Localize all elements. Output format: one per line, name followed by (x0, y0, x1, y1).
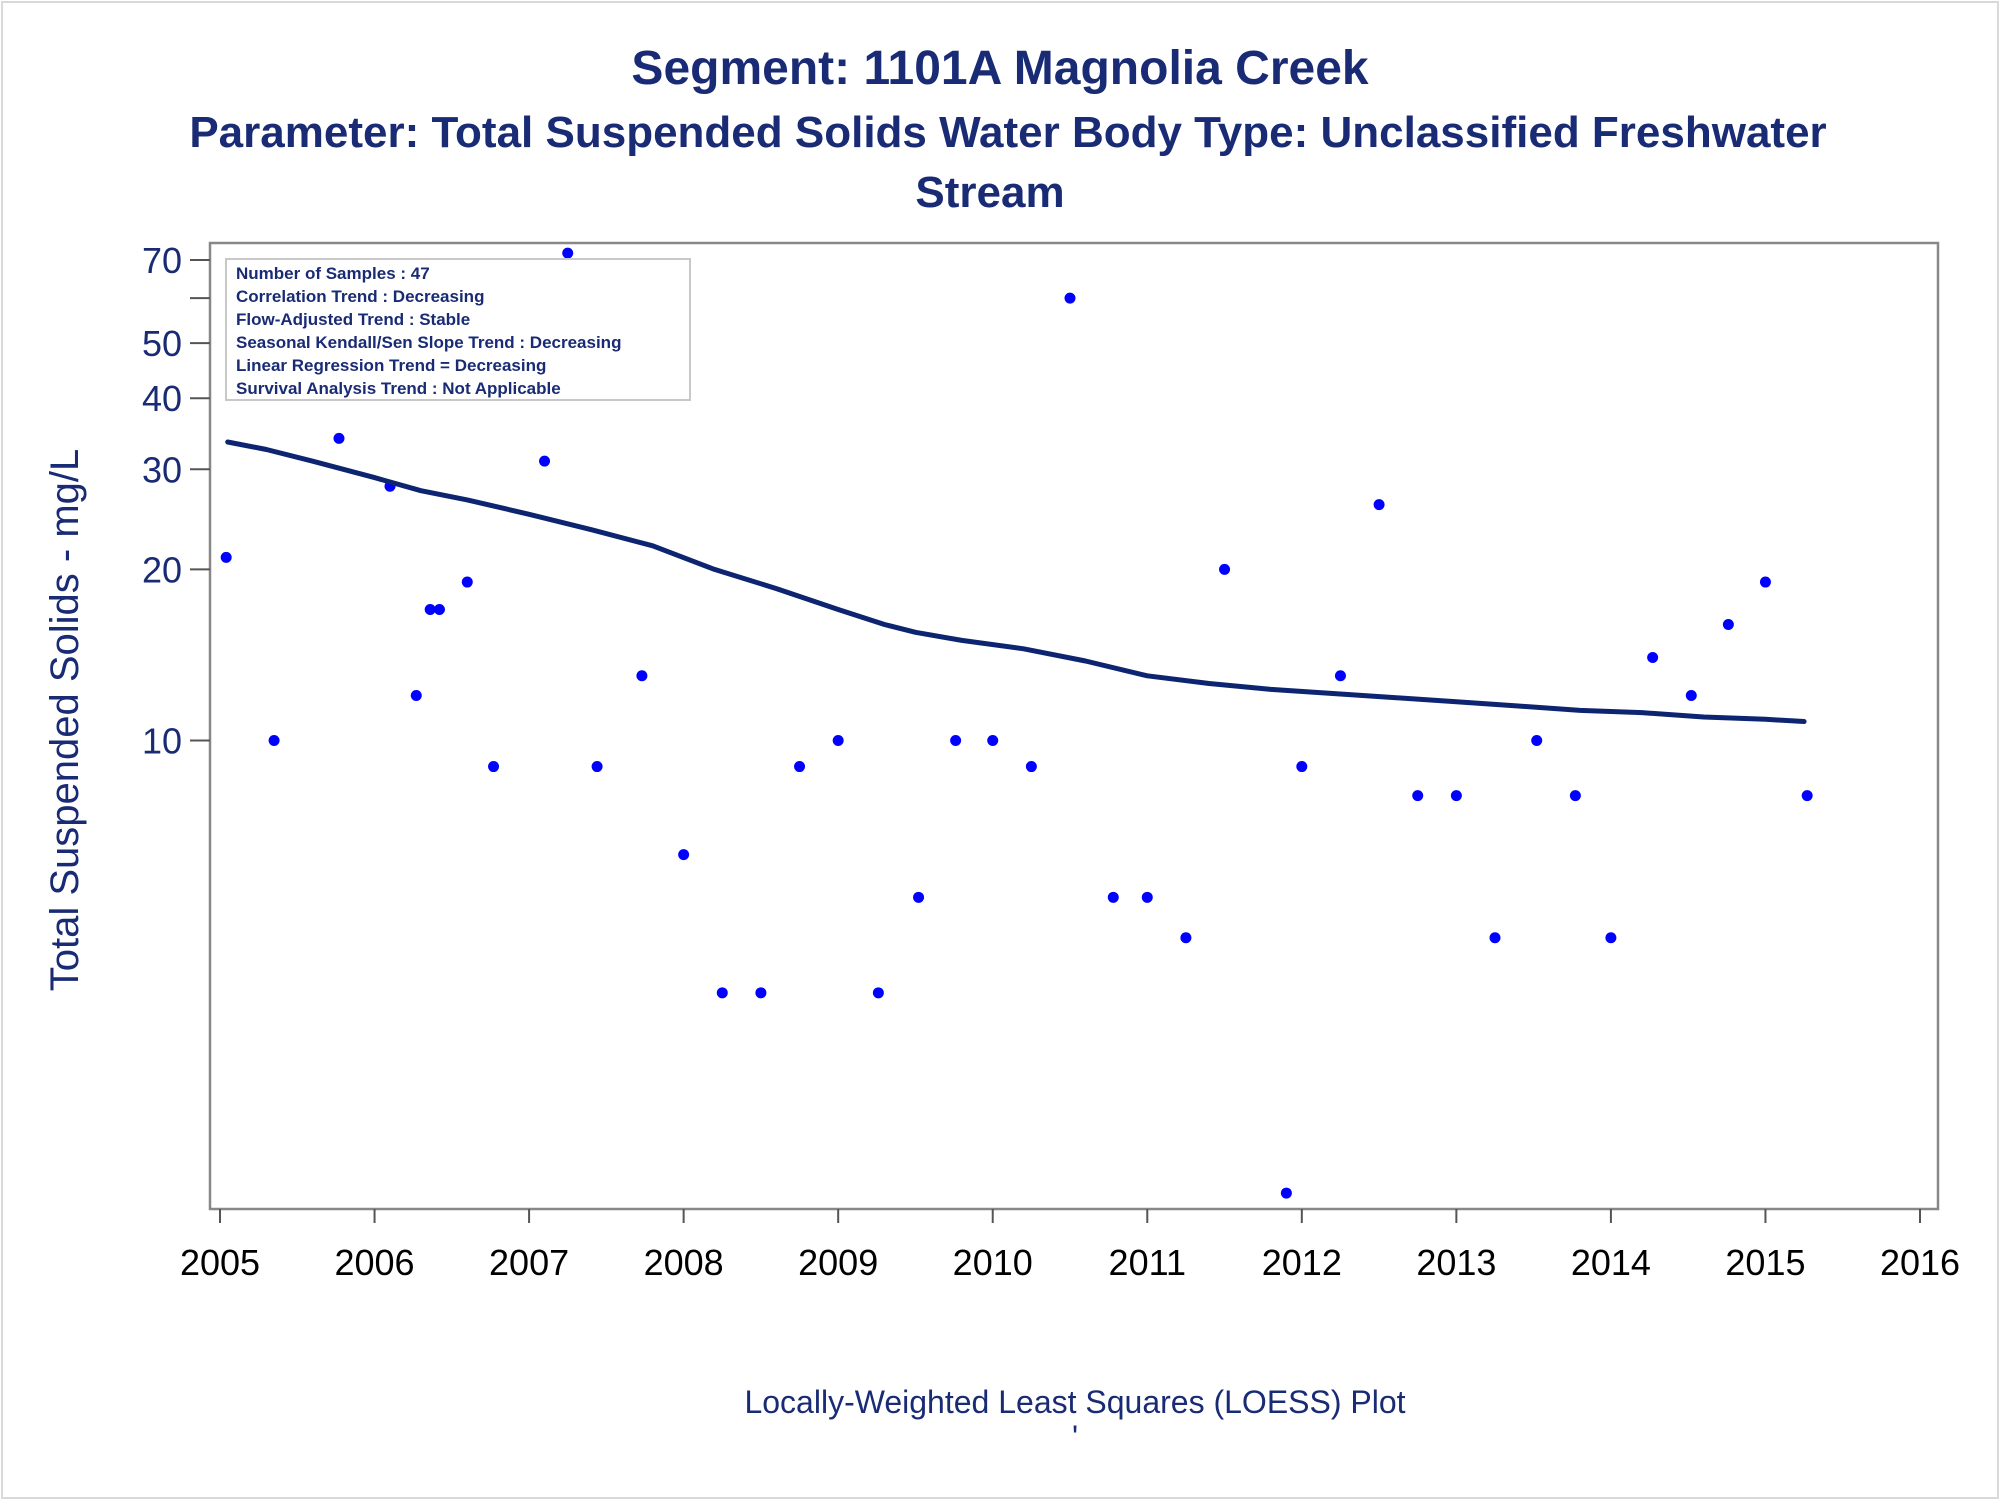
y-tick-label: 10 (142, 721, 182, 762)
data-point (333, 432, 345, 444)
x-tick-label: 2012 (1262, 1242, 1342, 1283)
loess-curve (225, 439, 1807, 724)
data-point (539, 455, 551, 467)
plot-area (208, 241, 1940, 1211)
data-point (591, 761, 603, 773)
inset-line: Number of Samples : 47 (236, 264, 430, 283)
y-tick-label: 20 (142, 549, 182, 590)
x-tick-label: 2011 (1109, 1242, 1186, 1283)
data-point (461, 576, 473, 588)
x-tick-label: 2010 (953, 1242, 1033, 1283)
y-tick-label: 40 (142, 378, 182, 419)
data-point (1334, 670, 1346, 682)
footnote-mark: ' (1072, 1419, 1078, 1455)
x-axis: 2005 2006 2007 2008 2009 2010 2011 2012 2013 2014… (180, 1209, 1960, 1283)
data-point (1412, 790, 1424, 802)
data-point (1759, 576, 1771, 588)
data-point (1107, 891, 1119, 903)
x-tick-label: 2014 (1571, 1242, 1651, 1283)
inset-border (225, 258, 691, 401)
data-point (1489, 932, 1501, 944)
data-point (1280, 1187, 1292, 1199)
x-tick-label: 2008 (644, 1242, 724, 1283)
data-point (1531, 735, 1543, 747)
x-tick-label: 2007 (489, 1242, 569, 1283)
inset-line: Seasonal Kendall/Sen Slope Trend : Decre… (236, 333, 621, 352)
data-point (1296, 761, 1308, 773)
data-point (1141, 891, 1153, 903)
chart-title: Segment: 1101A Magnolia Creek (631, 42, 1368, 95)
data-point (1373, 499, 1385, 511)
data-point (987, 735, 999, 747)
y-tick-label: 50 (142, 323, 182, 364)
inset-line: Survival Analysis Trend : Not Applicable (236, 379, 561, 398)
inset-line: Flow-Adjusted Trend : Stable (236, 310, 470, 329)
x-tick-label: 2015 (1725, 1242, 1805, 1283)
data-point (1685, 690, 1697, 702)
data-point (678, 849, 690, 861)
data-point (433, 604, 445, 616)
data-point (410, 690, 422, 702)
data-point (794, 761, 806, 773)
x-tick-label: 2013 (1416, 1242, 1496, 1283)
data-point (1647, 651, 1659, 663)
inset-line: Correlation Trend : Decreasing (236, 287, 484, 306)
data-point (1605, 932, 1617, 944)
inset-line: Linear Regression Trend = Decreasing (236, 356, 546, 375)
data-point (488, 761, 500, 773)
data-point (1450, 790, 1462, 802)
data-point (1722, 618, 1734, 630)
data-point (1180, 932, 1192, 944)
data-point (220, 551, 232, 563)
data-point (1064, 292, 1076, 304)
chart-subtitle-line1: Parameter: Total Suspended Solids Water … (189, 108, 1826, 157)
data-point (1025, 761, 1037, 773)
data-point (636, 670, 648, 682)
y-tick-label: 70 (142, 240, 182, 281)
data-point (716, 987, 728, 999)
data-point (268, 735, 280, 747)
y-tick-label: 30 (142, 449, 182, 490)
y-axis: 10 20 30 40 50 70 (142, 240, 210, 762)
data-point (562, 247, 574, 259)
trend-inset-box: Number of Samples : 47 Correlation Trend … (225, 258, 691, 401)
x-tick-label: 2005 (180, 1242, 260, 1283)
chart-subtitle-line2: Stream (915, 168, 1064, 217)
data-point (424, 604, 436, 616)
x-tick-label: 2006 (334, 1242, 414, 1283)
data-point (1801, 790, 1813, 802)
y-axis-label: Total Suspended Solids - mg/L (43, 449, 87, 992)
data-point (913, 891, 925, 903)
data-point (1219, 563, 1231, 575)
data-point (832, 735, 844, 747)
data-point (1569, 790, 1581, 802)
x-tick-label: 2009 (798, 1242, 878, 1283)
data-point (950, 735, 962, 747)
plot-footnote: Locally-Weighted Least Squares (LOESS) P… (744, 1384, 1405, 1420)
x-tick-label: 2016 (1880, 1242, 1960, 1283)
data-point (755, 987, 767, 999)
data-point (872, 987, 884, 999)
loess-curve-layer (225, 439, 1807, 724)
